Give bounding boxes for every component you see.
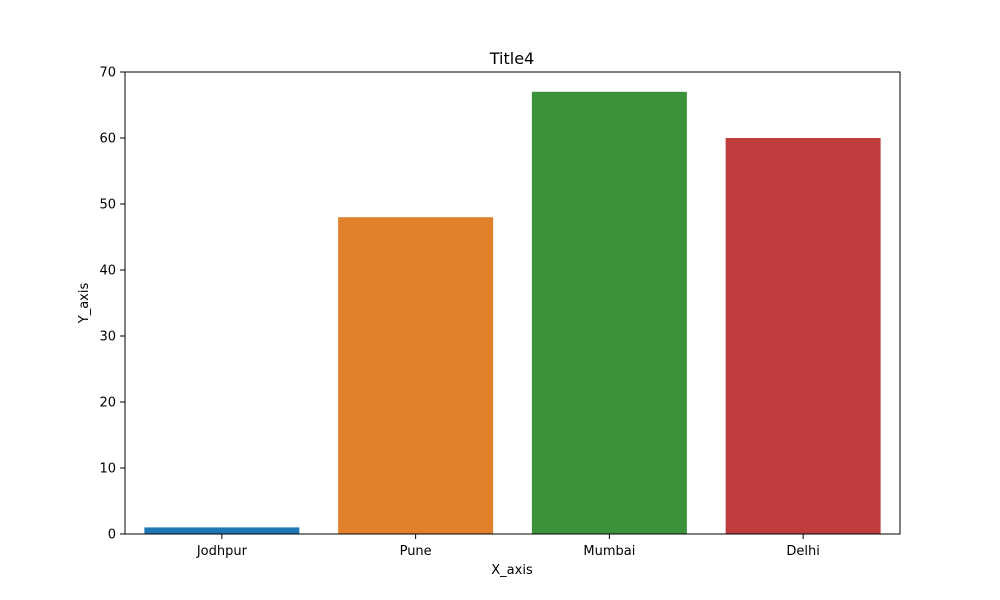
y-tick-label: 20 [99, 396, 116, 411]
bar-delhi [725, 138, 881, 534]
y-tick-label: 0 [108, 528, 116, 543]
y-tick-label: 30 [99, 330, 116, 345]
chart-title: Title4 [489, 49, 534, 68]
x-axis-label: X_axis [491, 563, 533, 578]
y-tick-label: 50 [99, 198, 116, 213]
y-tick-label: 40 [99, 264, 116, 279]
x-axis-ticks: Jodhpur Pune Mumbai Delhi [196, 534, 820, 559]
plot-area-frame [124, 71, 901, 535]
x-tick-label: Jodhpur [196, 544, 248, 559]
bar-pune [338, 217, 494, 534]
y-tick-label: 70 [99, 66, 116, 81]
y-tick-label: 10 [99, 462, 116, 477]
y-axis-label: Y_axis [77, 283, 92, 325]
bar-mumbai [531, 91, 687, 535]
bar-jodhpur [144, 527, 300, 534]
x-tick-label: Mumbai [583, 544, 635, 559]
y-axis-ticks: 0 10 20 30 40 50 60 70 [99, 66, 125, 543]
bars-group [144, 91, 881, 535]
x-tick-label: Delhi [786, 544, 819, 559]
x-tick-label: Pune [400, 544, 432, 559]
y-tick-label: 60 [99, 132, 116, 147]
